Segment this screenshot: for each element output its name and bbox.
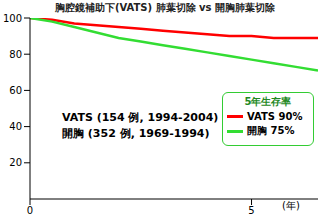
html-text:(年): (年) <box>282 200 300 211</box>
svg-text:40: 40 <box>9 121 22 132</box>
html-text:開胸 75%: 開胸 75% <box>247 125 295 136</box>
svg-text:80: 80 <box>9 49 22 60</box>
svg-text:60: 60 <box>9 85 22 96</box>
svg-text:100: 100 <box>8 13 22 24</box>
svg-text:5: 5 <box>248 205 254 216</box>
svg-text:20: 20 <box>9 157 22 168</box>
html-text:VATS (154 例, 1994-2004): VATS (154 例, 1994-2004) <box>62 111 219 124</box>
html-text:VATS 90%: VATS 90% <box>247 111 303 122</box>
html-text:5年生存率: 5年生存率 <box>244 96 292 107</box>
svg-text:0: 0 <box>27 205 33 216</box>
html-text:胸腔鏡補助下(VATS) 肺葉切除 vs 開胸肺葉切除: 胸腔鏡補助下(VATS) 肺葉切除 vs 開胸肺葉切除 <box>54 2 275 13</box>
html-text:開胸 (352 例, 1969-1994): 開胸 (352 例, 1969-1994) <box>62 127 210 140</box>
